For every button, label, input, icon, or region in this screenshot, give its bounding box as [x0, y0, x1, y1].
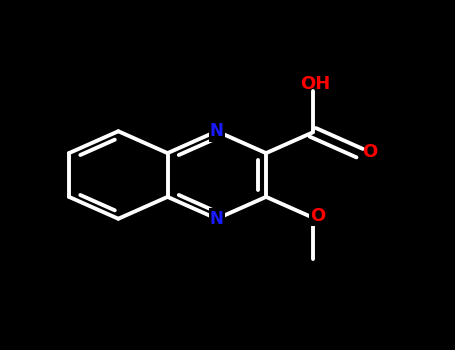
Text: OH: OH	[300, 75, 330, 93]
Text: N: N	[210, 122, 224, 140]
Text: N: N	[210, 210, 224, 228]
Text: O: O	[362, 144, 377, 161]
Text: O: O	[310, 207, 325, 225]
